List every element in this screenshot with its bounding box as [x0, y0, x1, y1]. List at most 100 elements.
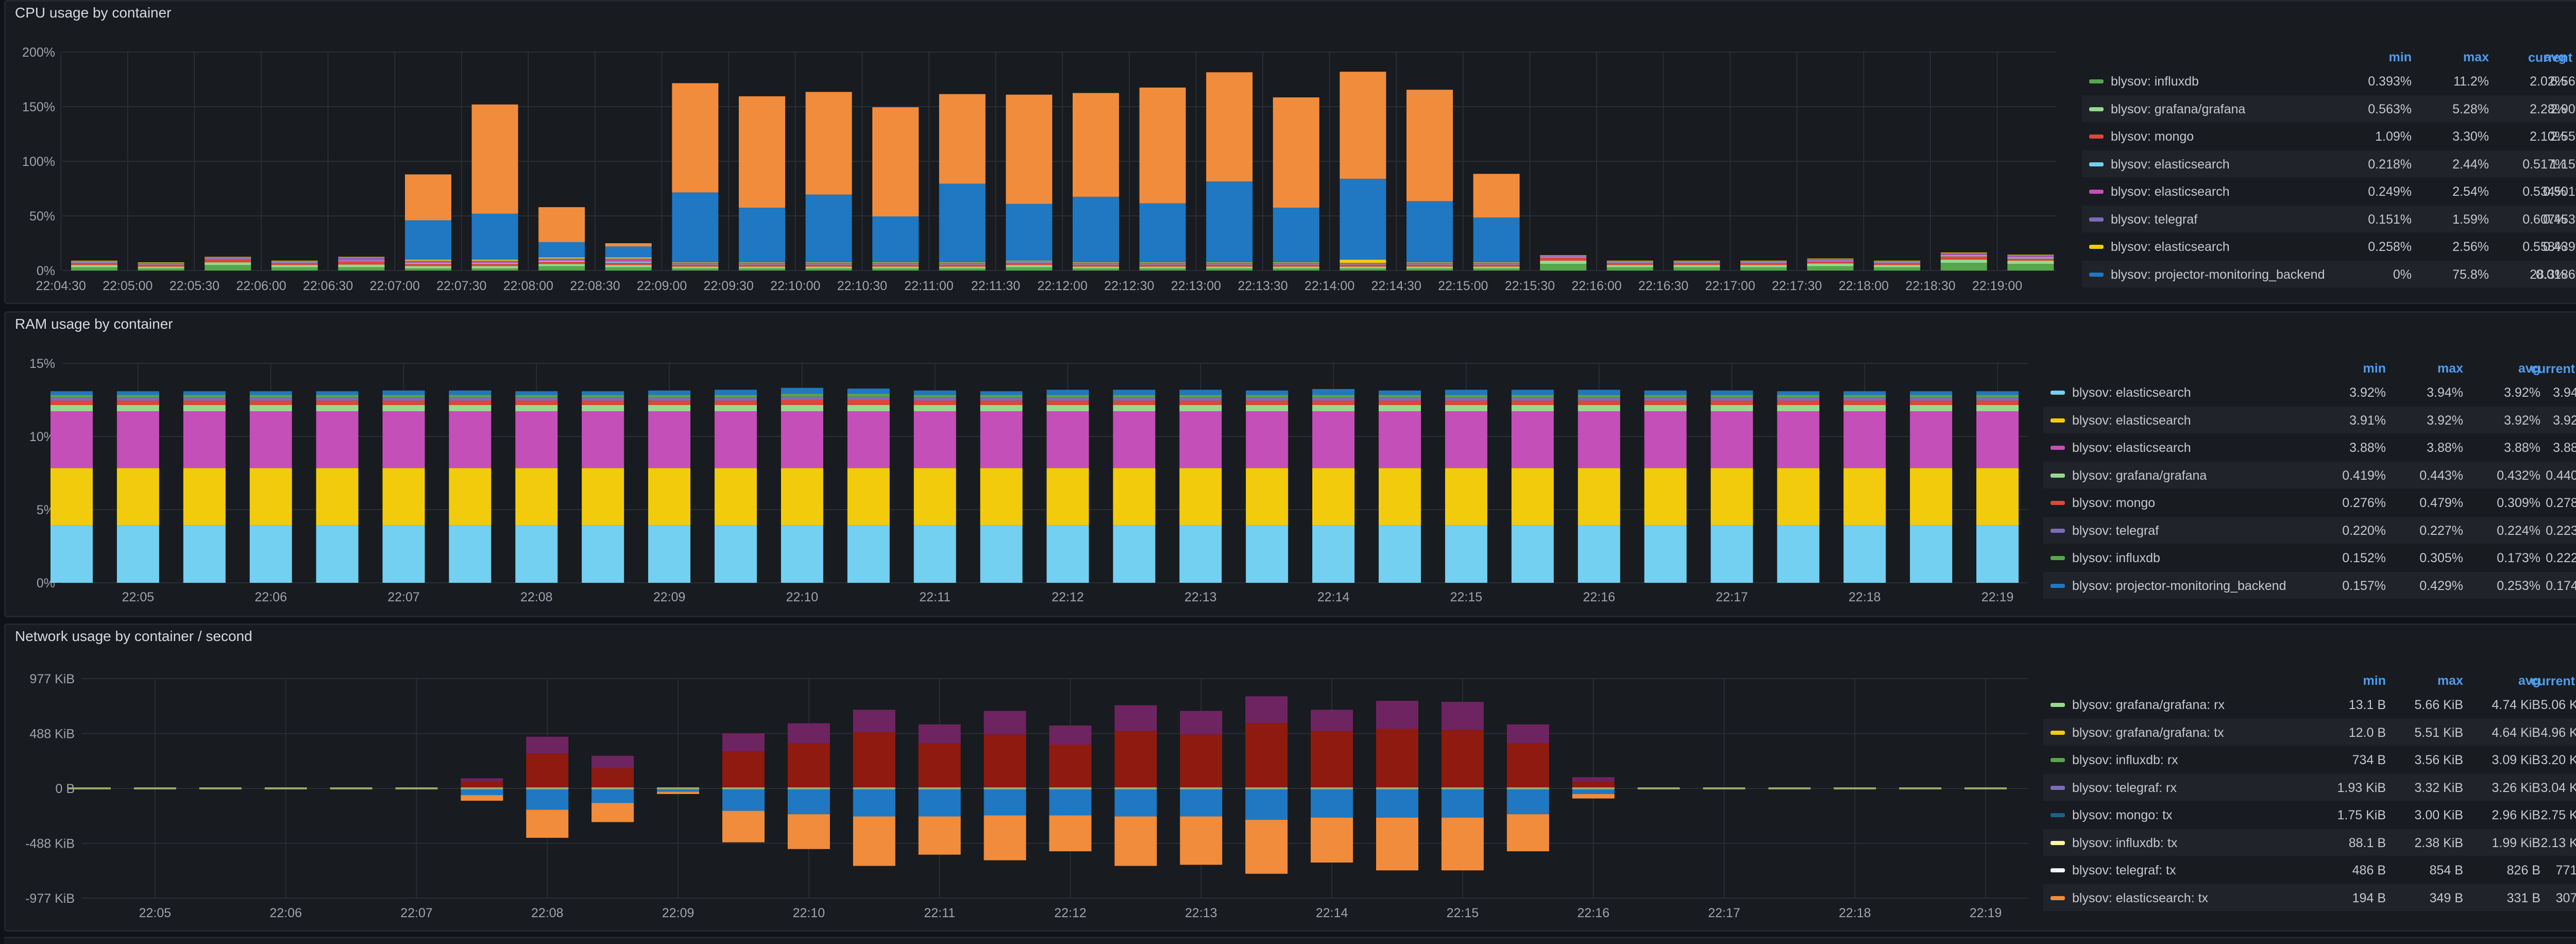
- legend-series-name[interactable]: blysov: mongo: [2111, 129, 2194, 144]
- bar-segment: [1473, 174, 1520, 218]
- x-tick-label: 22:10: [793, 906, 825, 920]
- legend-row[interactable]: blysov: mongo: tx 1.75 KiB 3.00 KiB 2.96 Ki…: [2043, 801, 2576, 828]
- legend-header-min[interactable]: min: [2388, 50, 2412, 64]
- bar-segment: [847, 400, 890, 405]
- bar-segment: [1578, 397, 1620, 401]
- legend-swatch: [2050, 528, 2065, 533]
- legend-row[interactable]: blysov: elasticsearch: tx 194 B 349 B 331 B…: [2043, 884, 2576, 911]
- x-tick-label: 22:17: [1716, 590, 1748, 604]
- bar-segment-tx: [1245, 788, 1288, 820]
- legend-row[interactable]: blysov: elasticsearch 3.88% 3.88% 3.88% 3.88…: [2043, 434, 2576, 461]
- legend-row[interactable]: blysov: telegraf 0.220% 0.227% 0.224% 0.223%: [2043, 516, 2576, 544]
- legend-header-min[interactable]: min: [2363, 673, 2386, 688]
- legend-row[interactable]: blysov: telegraf: tx 486 B 854 B 826 B 771 B: [2043, 856, 2576, 883]
- bar-segment: [405, 174, 451, 221]
- bar-segment: [138, 262, 184, 263]
- bar-segment: [1606, 267, 1653, 271]
- bar-segment: [847, 389, 890, 394]
- legend-series-name[interactable]: blysov: telegraf: tx: [2072, 863, 2176, 878]
- legend-series-name[interactable]: blysov: elasticsearch: [2111, 157, 2230, 172]
- legend-row[interactable]: blysov: influxdb: tx 88.1 B 2.38 KiB 1.99 K…: [2043, 829, 2576, 856]
- bar-segment: [781, 400, 823, 405]
- legend-row[interactable]: blysov: influxdb 0.393% 11.2% 2.02%6.56%: [2082, 68, 2576, 94]
- legend-header-avg[interactable]: avg: [2544, 50, 2566, 64]
- legend-value-min: 486 B: [2352, 863, 2386, 878]
- legend-series-name[interactable]: blysov: influxdb: [2072, 551, 2160, 565]
- bar-segment: [847, 404, 890, 412]
- legend-series-name[interactable]: blysov: grafana/grafana: rx: [2072, 698, 2225, 712]
- bar-segment: [739, 262, 785, 263]
- legend-row[interactable]: blysov: telegraf: rx 1.93 KiB 3.32 KiB 3.26…: [2043, 773, 2576, 801]
- legend-series-name[interactable]: blysov: influxdb: tx: [2072, 835, 2178, 850]
- legend-series-name[interactable]: blysov: telegraf: [2111, 212, 2198, 227]
- legend-row[interactable]: blysov: grafana/grafana: tx 12.0 B 5.51 Ki…: [2043, 718, 2576, 746]
- bar-segment: [781, 394, 823, 397]
- legend-header-avg[interactable]: avg: [2518, 361, 2540, 376]
- bar-segment: [515, 391, 558, 395]
- bar-segment: [1312, 397, 1355, 401]
- legend-series-name[interactable]: blysov: projector-monitoring_backend: [2111, 267, 2325, 282]
- legend-header-max[interactable]: max: [2437, 361, 2463, 376]
- legend-series-name[interactable]: blysov: elasticsearch: [2072, 385, 2191, 400]
- bar-segment-tx: [657, 788, 700, 792]
- legend-series-name[interactable]: blysov: telegraf: rx: [2072, 780, 2177, 795]
- legend-row[interactable]: blysov: elasticsearch 0.249% 2.54% 0.534% 0.…: [2082, 178, 2576, 205]
- bar-segment-tx: [1441, 788, 1484, 818]
- legend-row[interactable]: blysov: projector-monitoring_backend 0.15…: [2043, 571, 2576, 599]
- bar-segment: [1874, 267, 1921, 271]
- legend-row[interactable]: blysov: elasticsearch 0.258% 2.56% 0.558% 0.…: [2082, 233, 2576, 260]
- legend-row[interactable]: blysov: grafana/grafana: rx 13.1 B 5.66 Ki…: [2043, 691, 2576, 718]
- legend-series-name[interactable]: blysov: grafana/grafana: [2072, 468, 2207, 483]
- y-tick-label: 15%: [29, 357, 55, 371]
- legend-series-name[interactable]: blysov: mongo: tx: [2072, 808, 2173, 822]
- legend-row[interactable]: blysov: elasticsearch 3.91% 3.92% 3.92% 3.92…: [2043, 406, 2576, 433]
- legend-header-current[interactable]: current ⌄: [2530, 362, 2576, 376]
- legend-value-min: 194 B: [2352, 890, 2386, 905]
- legend-series-name[interactable]: blysov: grafana/grafana: [2111, 102, 2246, 116]
- legend-series-name[interactable]: blysov: influxdb: rx: [2072, 753, 2178, 767]
- legend-row[interactable]: blysov: telegraf 0.151% 1.59% 0.607%0.453%: [2082, 205, 2576, 232]
- legend-series-name[interactable]: blysov: elasticsearch: [2072, 441, 2191, 455]
- legend-row[interactable]: blysov: mongo 1.09% 3.30% 2.10%2.55%: [2082, 123, 2576, 149]
- bar-segment-rx: [722, 733, 765, 752]
- legend-row[interactable]: blysov: mongo 0.276% 0.479% 0.309% 0.278%: [2043, 489, 2576, 516]
- legend-header-min[interactable]: min: [2363, 361, 2386, 376]
- bar-segment: [1606, 262, 1653, 263]
- bar-segment-tx: [461, 788, 503, 796]
- legend-series-name[interactable]: blysov: grafana/grafana: tx: [2072, 725, 2224, 740]
- legend-swatch: [2089, 190, 2104, 194]
- legend-row[interactable]: blysov: grafana/grafana 0.419% 0.443% 0.432…: [2043, 461, 2576, 488]
- legend-header-current[interactable]: current ⌄: [2530, 674, 2576, 688]
- bar-segment: [1710, 411, 1753, 468]
- bar-segment: [1976, 400, 2019, 405]
- bar-segment: [1139, 263, 1186, 264]
- legend-series-name[interactable]: blysov: influxdb: [2111, 74, 2199, 89]
- legend-series-name[interactable]: blysov: mongo: [2072, 496, 2156, 510]
- legend-value-current: 0.439%: [2543, 240, 2576, 254]
- bar-segment: [1976, 404, 2019, 412]
- legend-row[interactable]: blysov: elasticsearch 0.218% 2.44% 0.517% 1.…: [2082, 150, 2576, 177]
- legend-header-avg[interactable]: avg: [2518, 673, 2540, 688]
- legend-row[interactable]: blysov: elasticsearch 3.92% 3.94% 3.92% 3.94…: [2043, 379, 2576, 406]
- legend-series-name[interactable]: blysov: elasticsearch: [2111, 240, 2230, 254]
- bar-segment: [1073, 262, 1119, 263]
- legend-value-current: 2.55%: [2550, 129, 2576, 144]
- legend-row[interactable]: blysov: projector-monitoring_backend 0% 75…: [2082, 260, 2576, 288]
- y-tick-label: 488 KiB: [29, 727, 75, 741]
- legend-series-name[interactable]: blysov: telegraf: [2072, 523, 2159, 538]
- legend-row[interactable]: blysov: grafana/grafana 0.563% 5.28% 2.28% 2…: [2082, 95, 2576, 122]
- bar-segment: [338, 264, 385, 267]
- legend-row[interactable]: blysov: influxdb 0.152% 0.305% 0.173% 0.222%: [2043, 544, 2576, 571]
- legend-series-name[interactable]: blysov: elasticsearch: [2111, 184, 2230, 199]
- legend-header-max[interactable]: max: [2437, 673, 2463, 688]
- legend-series-name[interactable]: blysov: elasticsearch: [2072, 413, 2191, 428]
- x-tick-label: 22:11: [924, 906, 955, 920]
- legend-series-name[interactable]: blysov: elasticsearch: tx: [2072, 890, 2208, 905]
- legend-series-name[interactable]: blysov: projector-monitoring_backend: [2072, 578, 2286, 593]
- x-tick-label: 22:12:00: [1038, 279, 1088, 293]
- legend-header-max[interactable]: max: [2463, 50, 2489, 64]
- legend-row[interactable]: blysov: influxdb: rx 734 B 3.56 KiB 3.09 Ki…: [2043, 746, 2576, 773]
- legend-header-current[interactable]: current ⌄: [2528, 50, 2576, 65]
- legend-value-max: 3.88%: [2427, 441, 2463, 455]
- legend-value-current: 1.15%: [2550, 157, 2576, 172]
